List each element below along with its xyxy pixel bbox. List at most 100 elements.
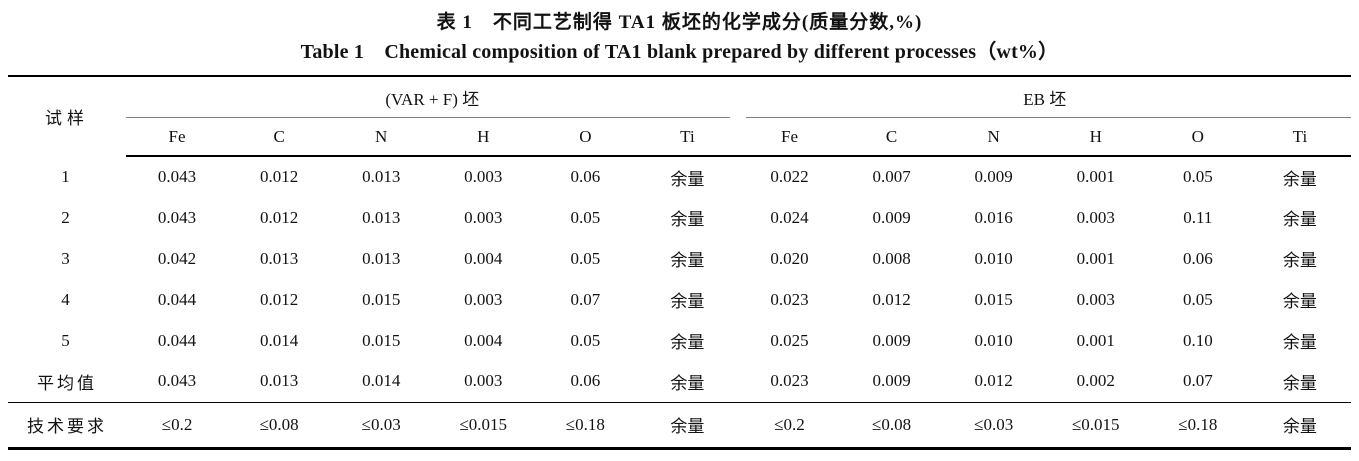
table-cell: 0.05 (570, 207, 601, 227)
table-row: 3 0.042 0.013 0.013 0.004 0.05 余量 0.020 0.008 0.0… (8, 238, 1351, 279)
row-label: 5 (61, 330, 73, 350)
table-cell: 0.012 (259, 289, 299, 309)
table-cell: 0.042 (157, 248, 197, 268)
table-cell: 0.024 (770, 207, 809, 227)
table-cell: 余量 (670, 292, 705, 311)
table-cell: 0.013 (228, 361, 331, 403)
table-cell: 0.009 (840, 361, 943, 403)
table-cell: 余量 (670, 417, 705, 436)
element-header-row: Fe C N H O Ti Fe C N H O Ti (8, 118, 1351, 157)
table-cell: 0.06 (534, 361, 637, 403)
table-cell: 0.013 (362, 248, 401, 268)
table-cell: 0.015 (974, 289, 1013, 309)
table-cell: 0.023 (770, 289, 809, 309)
table-cell: 余量 (670, 210, 705, 229)
group-underline (126, 117, 731, 118)
table-cell: 0.009 (872, 207, 911, 227)
table-cell: 0.015 (362, 330, 401, 350)
table-cell: 0.05 (1182, 289, 1213, 309)
table-cell: 余量 (1282, 417, 1317, 436)
table-cell: ≤0.2 (161, 414, 193, 434)
table-cell: 0.012 (259, 167, 299, 186)
composition-table: 试样 (VAR + F) 坯 EB 坯 Fe C N H O Ti Fe C N H O Ti 1 0.… (8, 75, 1351, 450)
row-label: 1 (61, 166, 73, 186)
table-cell: 0.009 (974, 167, 1013, 186)
column-header-o: O (1146, 118, 1249, 157)
column-header-ti: Ti (636, 118, 739, 157)
table-cell: 0.008 (872, 248, 911, 268)
table-cell: 0.003 (464, 167, 503, 186)
table-cell: 0.002 (1044, 361, 1147, 403)
table-cell: 0.003 (432, 361, 535, 403)
table-cell: 0.013 (259, 248, 299, 268)
table-cell: 0.016 (974, 207, 1013, 227)
table-cell: 0.012 (259, 207, 299, 227)
table-cell: 0.05 (1182, 167, 1213, 186)
table-cell: 0.001 (1076, 167, 1115, 186)
table-cell: 0.043 (157, 167, 197, 186)
table-cell: ≤0.18 (565, 414, 605, 434)
table-cell: 0.003 (1076, 207, 1115, 227)
table-cell: 余量 (1248, 361, 1351, 403)
table-cell: 0.004 (464, 330, 503, 350)
row-label: 平均值 (8, 361, 126, 403)
group-label-var-f: (VAR + F) 坯 (385, 90, 480, 109)
column-header-n: N (942, 118, 1045, 157)
table-cell: 余量 (636, 361, 739, 403)
group-header-row: 试样 (VAR + F) 坯 EB 坯 (8, 76, 1351, 128)
table-title-zh: 表 1 不同工艺制得 TA1 板坯的化学成分(质量分数,%) (436, 12, 923, 33)
table-row: 2 0.043 0.012 0.013 0.003 0.05 余量 0.024 0.009 0.0… (8, 197, 1351, 238)
column-header-fe: Fe (738, 118, 841, 157)
group-underline (746, 117, 1351, 118)
table-cell: ≤0.03 (974, 414, 1014, 434)
table-cell: 0.003 (1076, 289, 1115, 309)
table-cell: 余量 (670, 251, 705, 270)
table-cell: 0.010 (974, 248, 1013, 268)
table-row: 平均值 0.043 0.013 0.014 0.003 0.06 余量 0.023 0.009 0… (8, 361, 1351, 403)
table-cell: 0.022 (770, 167, 809, 186)
table-cell: 余量 (670, 169, 705, 189)
table-cell: 0.06 (570, 167, 601, 186)
table-cell: 0.001 (1076, 248, 1115, 268)
column-header-c: C (228, 118, 331, 157)
table-cell: ≤0.08 (259, 414, 299, 434)
table-cell: ≤0.015 (1071, 414, 1120, 434)
table-cell: 余量 (1282, 333, 1317, 352)
table-cell: 0.013 (362, 207, 401, 227)
table-cell: 0.015 (362, 289, 401, 309)
table-cell: 余量 (1282, 169, 1317, 189)
table-cell: 0.004 (464, 248, 503, 268)
table-cell: 0.012 (942, 361, 1045, 403)
column-header-ti: Ti (1248, 118, 1351, 157)
group-header-var-f: (VAR + F) 坯 (126, 76, 738, 118)
table-cell: 0.043 (126, 361, 229, 403)
table-cell: 余量 (1282, 292, 1317, 311)
column-header-fe: Fe (126, 118, 229, 157)
table-cell: 0.05 (570, 248, 601, 268)
table-cell: 0.025 (770, 330, 809, 350)
table-cell: 0.014 (259, 330, 299, 350)
table-cell: 0.020 (770, 248, 809, 268)
column-header-h: H (432, 118, 535, 157)
table-cell: 0.012 (872, 289, 911, 309)
table-cell: 0.009 (872, 330, 911, 350)
table-cell: 0.044 (157, 330, 197, 350)
table-title-en: Table 1 Chemical composition of TA1 blan… (300, 41, 1059, 63)
table-cell: ≤0.03 (361, 414, 401, 434)
table-cell: ≤0.18 (1178, 414, 1218, 434)
table-body: 1 0.043 0.012 0.013 0.003 0.06 余量 0.022 0.007 0.0… (8, 156, 1351, 448)
table-cell: ≤0.015 (459, 414, 508, 434)
group-header-eb: EB 坯 (738, 76, 1351, 118)
table-cell: 0.007 (872, 167, 911, 186)
row-label: 4 (61, 289, 73, 309)
table-cell: 0.05 (570, 330, 601, 350)
table-cell: 0.07 (570, 289, 601, 309)
table-row: 5 0.044 0.014 0.015 0.004 0.05 余量 0.025 0.009 0.0… (8, 320, 1351, 361)
sample-column-header: 试样 (45, 109, 89, 128)
row-label: 技术要求 (27, 417, 107, 436)
row-label: 3 (61, 248, 73, 268)
table-cell: 0.10 (1182, 330, 1213, 350)
table-row: 1 0.043 0.012 0.013 0.003 0.06 余量 0.022 0.007 0.0… (8, 156, 1351, 197)
table-cell: 0.003 (464, 207, 503, 227)
